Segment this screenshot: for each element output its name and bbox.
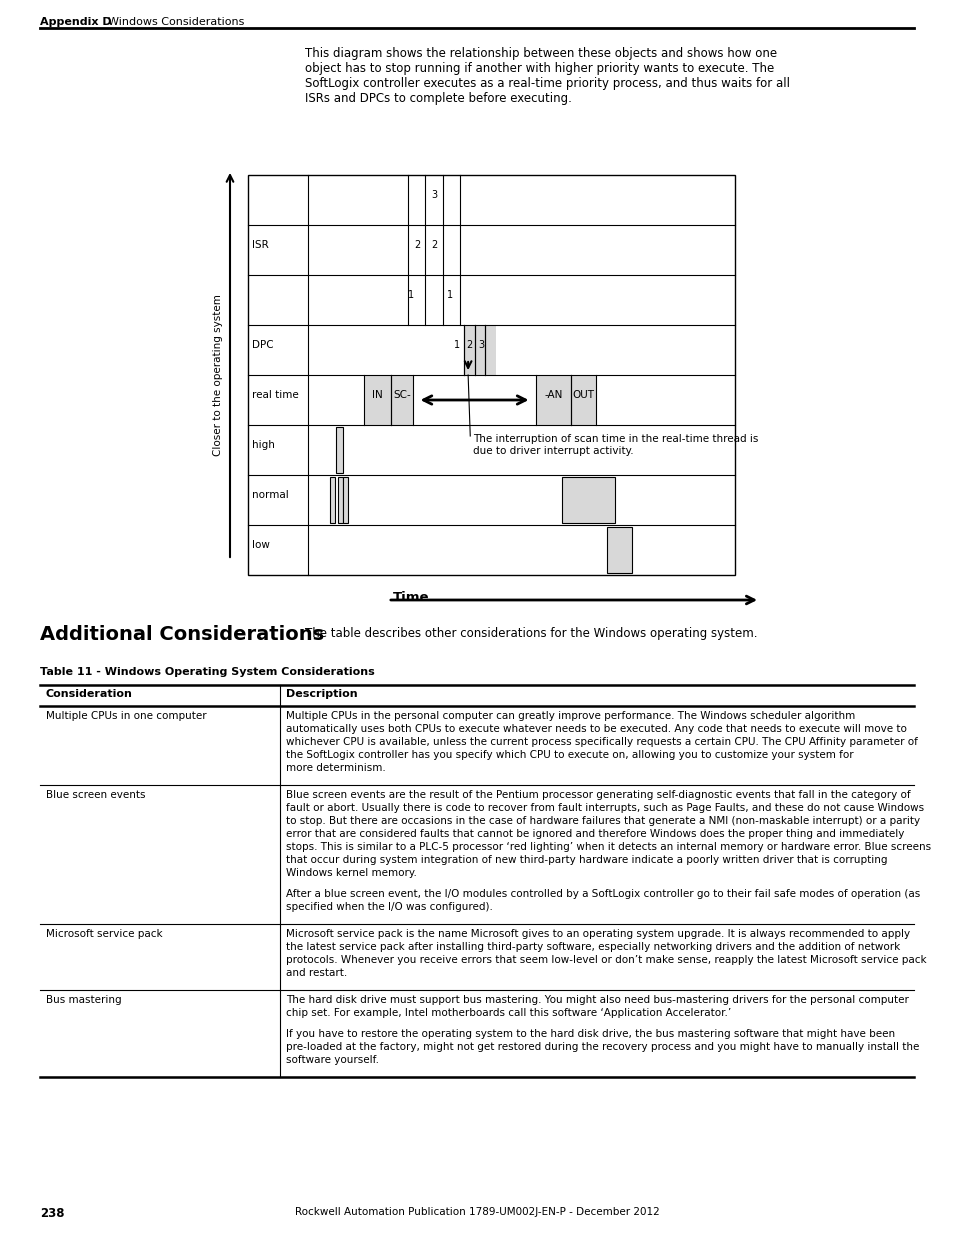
Bar [330,477,335,522]
Text: Rockwell Automation Publication 1789-UM002J-EN-P - December 2012: Rockwell Automation Publication 1789-UM0… [294,1207,659,1216]
Text: low: low [252,540,270,550]
Text: normal: normal [252,490,289,500]
Text: If you have to restore the operating system to the hard disk drive, the bus mast: If you have to restore the operating sys… [286,1029,894,1039]
Bar [248,175,734,576]
Text: 3: 3 [431,190,436,200]
Bar [335,427,342,473]
Text: Time: Time [393,592,429,604]
Text: Consideration: Consideration [46,689,132,699]
Text: Blue screen events are the result of the Pentium processor generating self-diagn: Blue screen events are the result of the… [286,790,910,800]
Text: 1: 1 [408,290,414,300]
Text: Microsoft service pack: Microsoft service pack [46,929,162,939]
Bar [536,375,570,425]
Text: Blue screen events: Blue screen events [46,790,146,800]
Text: whichever CPU is available, unless the current process specifically requests a c: whichever CPU is available, unless the c… [286,737,917,747]
Text: Appendix D: Appendix D [40,17,112,27]
Text: IN: IN [372,390,382,400]
Text: the latest service pack after installing third-party software, especially networ: the latest service pack after installing… [286,942,900,952]
Text: The hard disk drive must support bus mastering. You might also need bus-masterin: The hard disk drive must support bus mas… [286,995,908,1005]
Text: automatically uses both CPUs to execute whatever needs to be executed. Any code : automatically uses both CPUs to execute … [286,724,906,734]
Text: 238: 238 [40,1207,65,1220]
Text: DPC: DPC [252,340,274,350]
Text: After a blue screen event, the I/O modules controlled by a SoftLogix controller : After a blue screen event, the I/O modul… [286,889,920,899]
Text: error that are considered faults that cannot be ignored and therefore Windows do: error that are considered faults that ca… [286,829,903,839]
Text: object has to stop running if another with higher priority wants to execute. The: object has to stop running if another wi… [305,62,774,75]
Text: Bus mastering: Bus mastering [46,995,121,1005]
Text: Windows Considerations: Windows Considerations [108,17,244,27]
Bar [391,375,413,425]
Bar [474,325,485,375]
Text: to stop. But there are occasions in the case of hardware failures that generate : to stop. But there are occasions in the … [286,816,919,826]
Text: 1: 1 [446,290,453,300]
Text: chip set. For example, Intel motherboards call this software ‘Application Accele: chip set. For example, Intel motherboard… [286,1008,731,1018]
Bar [561,477,615,522]
Text: 3: 3 [477,340,484,350]
Text: that occur during system integration of new third-party hardware indicate a poor: that occur during system integration of … [286,855,886,864]
Text: SC-: SC- [393,390,411,400]
Text: The table describes other considerations for the Windows operating system.: The table describes other considerations… [305,627,757,640]
Bar [343,477,348,522]
Text: 2: 2 [466,340,472,350]
Text: the SoftLogix controller has you specify which CPU to execute on, allowing you t: the SoftLogix controller has you specify… [286,750,853,760]
Text: 2: 2 [414,240,419,249]
Text: Microsoft service pack is the name Microsoft gives to an operating system upgrad: Microsoft service pack is the name Micro… [286,929,909,939]
Text: high: high [252,440,274,450]
Text: Multiple CPUs in one computer: Multiple CPUs in one computer [46,711,207,721]
Text: due to driver interrupt activity.: due to driver interrupt activity. [473,446,633,456]
Bar [363,375,391,425]
Text: -AN: -AN [544,390,562,400]
Text: specified when the I/O was configured).: specified when the I/O was configured). [286,902,493,911]
Text: Description: Description [286,689,357,699]
Text: This diagram shows the relationship between these objects and shows how one: This diagram shows the relationship betw… [305,47,777,61]
Text: 2: 2 [431,240,436,249]
Text: stops. This is similar to a PLC-5 processor ‘red lighting’ when it detects an in: stops. This is similar to a PLC-5 proces… [286,842,930,852]
Bar [570,375,596,425]
Text: more determinism.: more determinism. [286,763,385,773]
Text: real time: real time [252,390,298,400]
Bar [337,477,342,522]
Text: Multiple CPUs in the personal computer can greatly improve performance. The Wind: Multiple CPUs in the personal computer c… [286,711,854,721]
Text: SoftLogix controller executes as a real-time priority process, and thus waits fo: SoftLogix controller executes as a real-… [305,77,789,90]
Text: software yourself.: software yourself. [286,1055,378,1065]
Text: Windows kernel memory.: Windows kernel memory. [286,868,416,878]
Text: Additional Considerations: Additional Considerations [40,625,324,643]
Text: The interruption of scan time in the real-time thread is: The interruption of scan time in the rea… [473,433,758,445]
Text: fault or abort. Usually there is code to recover from fault interrupts, such as : fault or abort. Usually there is code to… [286,803,923,813]
Text: pre-loaded at the factory, might not get restored during the recovery process an: pre-loaded at the factory, might not get… [286,1041,919,1051]
Text: ISRs and DPCs to complete before executing.: ISRs and DPCs to complete before executi… [305,91,571,105]
Text: OUT: OUT [572,390,594,400]
Bar [463,325,474,375]
Bar [606,527,631,573]
Text: protocols. Whenever you receive errors that seem low-level or don’t make sense, : protocols. Whenever you receive errors t… [286,955,925,965]
Bar [485,325,496,375]
Text: Closer to the operating system: Closer to the operating system [213,294,223,456]
Text: Table 11 - Windows Operating System Considerations: Table 11 - Windows Operating System Cons… [40,667,375,677]
Text: 1: 1 [454,340,460,350]
Text: and restart.: and restart. [286,968,347,978]
Text: ISR: ISR [252,240,269,249]
